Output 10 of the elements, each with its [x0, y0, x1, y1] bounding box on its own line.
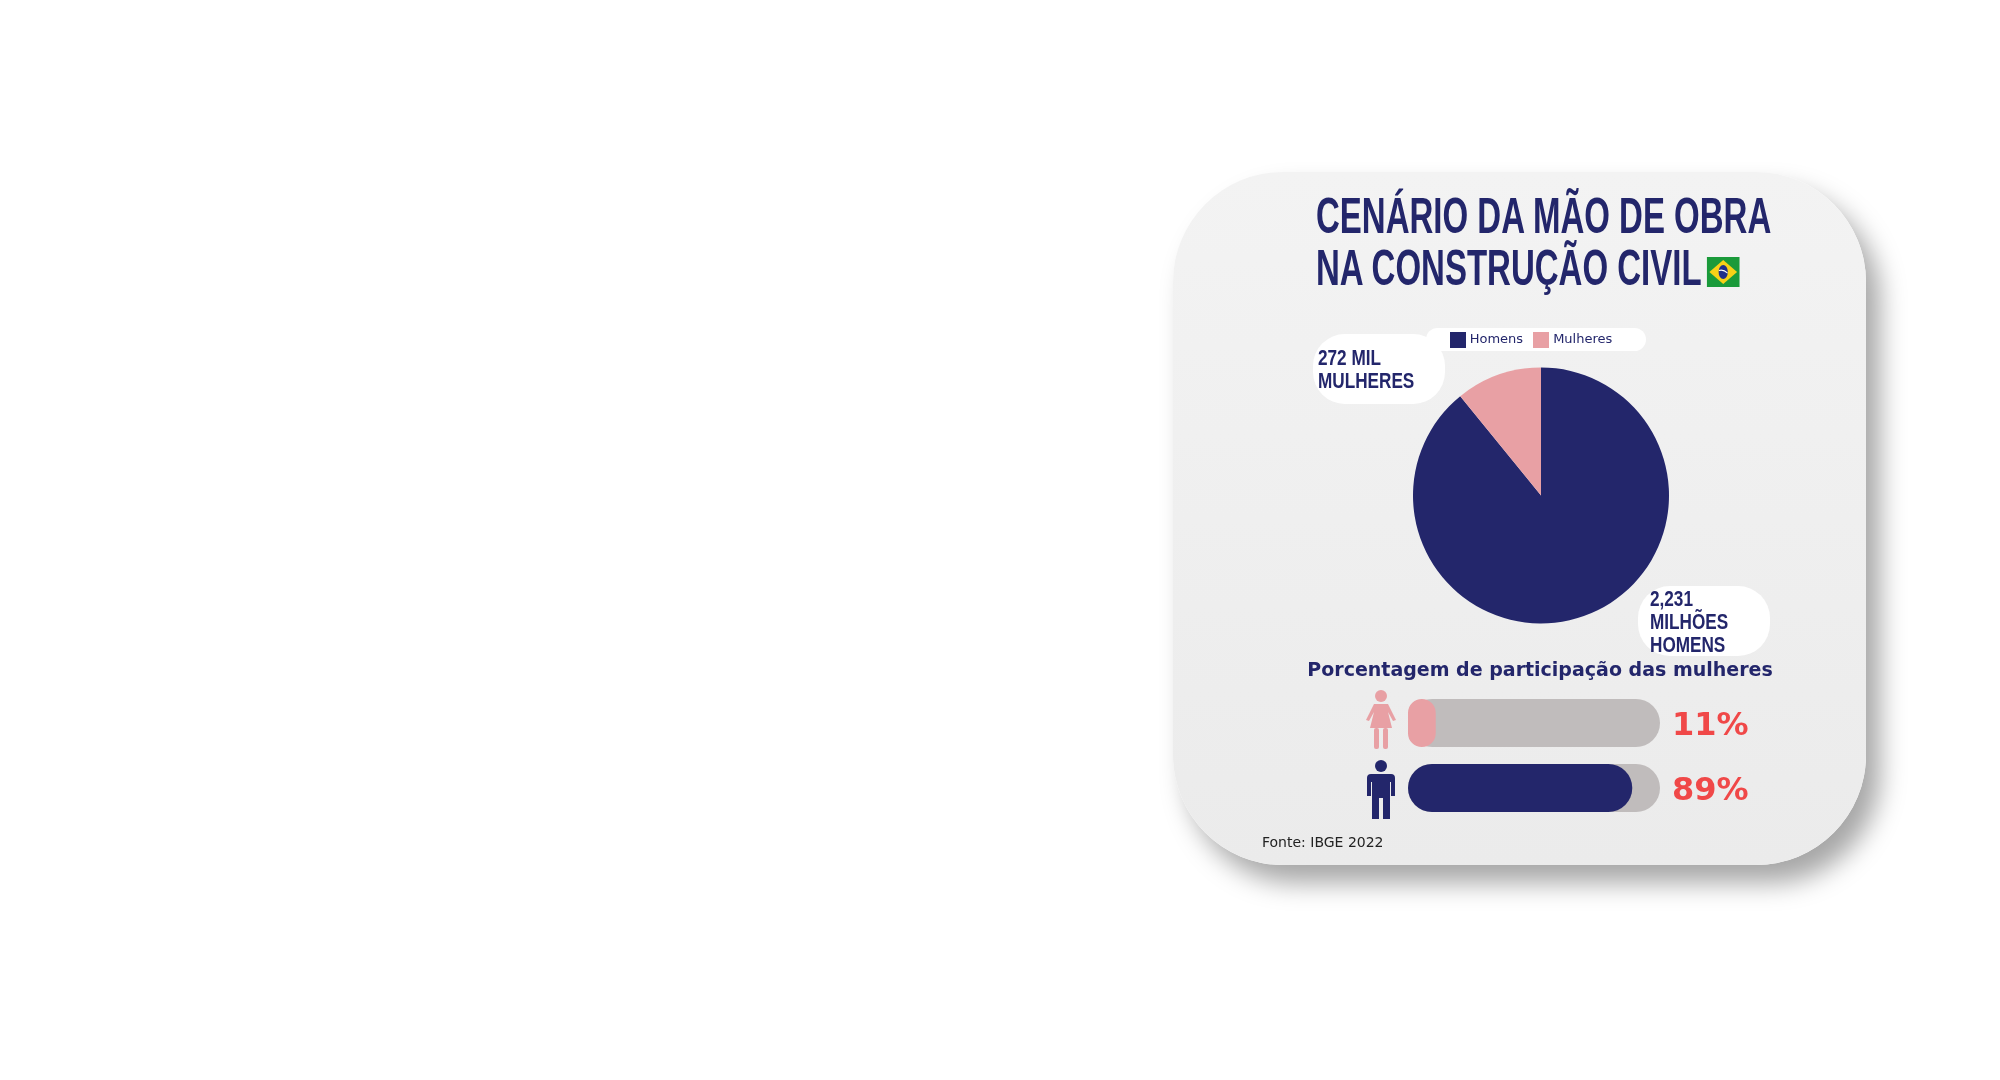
pie-slice — [1460, 367, 1541, 496]
data-label: 11% — [1672, 705, 1749, 743]
chart-title: Porcentagem de participação das mulheres — [1306, 658, 1774, 680]
data-label: 272 MIL MULHERES — [1317, 345, 1414, 394]
chart-title: CENÁRIO DA MÃO DE OBRA NA CONSTRUÇÃO CIVIL — [1316, 188, 1772, 296]
data-label: 2,231 MILHÕES HOMENS — [1649, 585, 1729, 657]
source-note: Fonte: IBGE 2022 — [1262, 834, 1384, 850]
legend-label: Mulheres — [1553, 331, 1613, 346]
data-label: 89% — [1672, 770, 1749, 808]
legend-label: Homens — [1469, 331, 1524, 346]
